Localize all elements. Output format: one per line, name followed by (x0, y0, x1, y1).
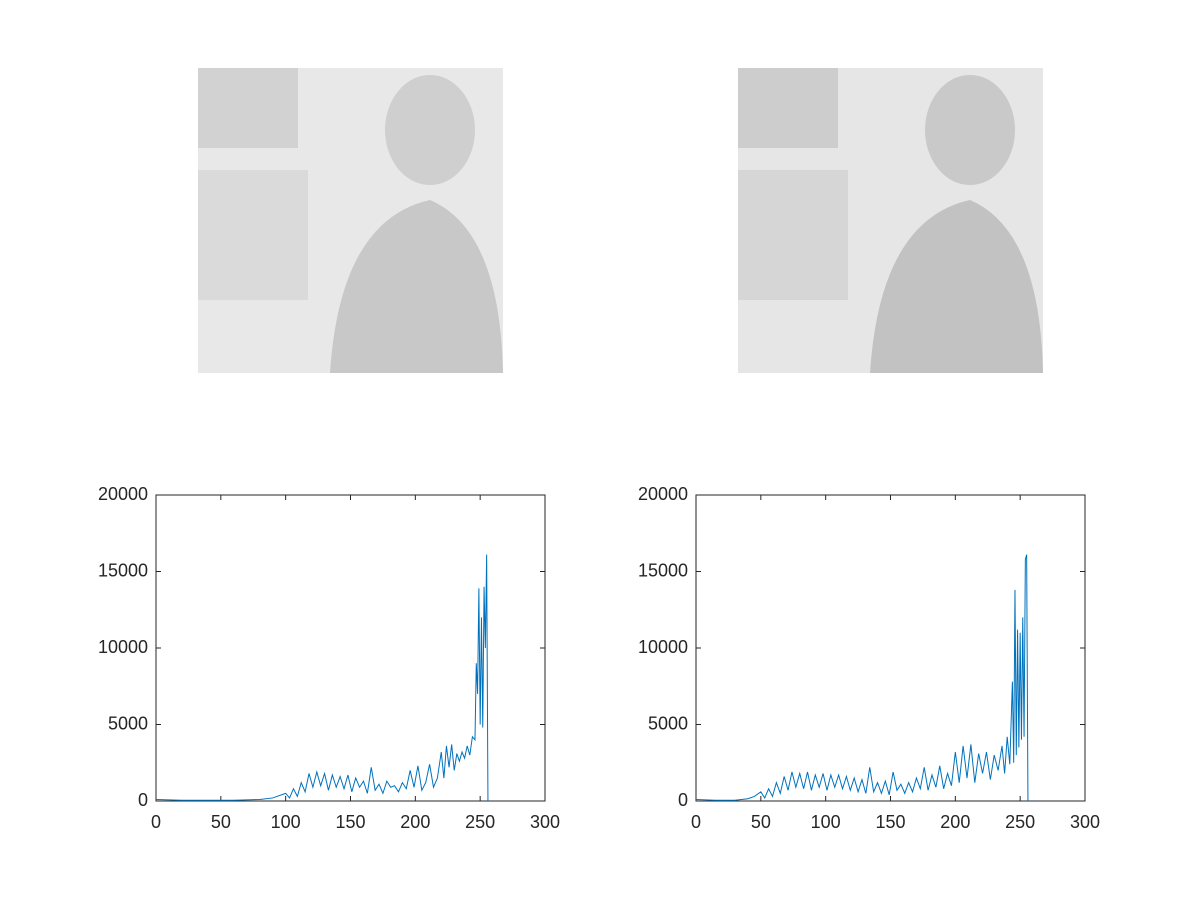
image-right (738, 68, 1043, 373)
y-tick-label: 20000 (638, 484, 688, 504)
x-tick-label: 50 (751, 812, 771, 832)
image-head (385, 75, 475, 185)
x-tick-label: 300 (530, 812, 560, 832)
y-tick-label: 20000 (98, 484, 148, 504)
x-tick-label: 250 (465, 812, 495, 832)
image-head (925, 75, 1015, 185)
y-tick-label: 15000 (638, 560, 688, 580)
x-tick-label: 100 (271, 812, 301, 832)
histogram-line (695, 554, 1029, 802)
x-tick-label: 250 (1005, 812, 1035, 832)
y-tick-label: 10000 (638, 637, 688, 657)
x-tick-label: 150 (335, 812, 365, 832)
image-body (330, 200, 503, 373)
y-tick-label: 5000 (108, 713, 148, 733)
image-shelf (738, 68, 838, 148)
x-tick-label: 100 (811, 812, 841, 832)
image-table (738, 170, 848, 300)
y-tick-label: 15000 (98, 560, 148, 580)
x-tick-label: 200 (940, 812, 970, 832)
y-tick-label: 10000 (98, 637, 148, 657)
x-tick-label: 200 (400, 812, 430, 832)
image-left (198, 68, 503, 373)
histogram-line (155, 554, 489, 802)
y-tick-label: 0 (138, 790, 148, 810)
y-tick-label: 5000 (648, 713, 688, 733)
image-body (870, 200, 1043, 373)
image-table (198, 170, 308, 300)
x-tick-label: 0 (691, 812, 701, 832)
image-shelf (198, 68, 298, 148)
y-tick-label: 0 (678, 790, 688, 810)
x-tick-label: 150 (875, 812, 905, 832)
x-tick-label: 50 (211, 812, 231, 832)
x-tick-label: 0 (151, 812, 161, 832)
x-tick-label: 300 (1070, 812, 1100, 832)
